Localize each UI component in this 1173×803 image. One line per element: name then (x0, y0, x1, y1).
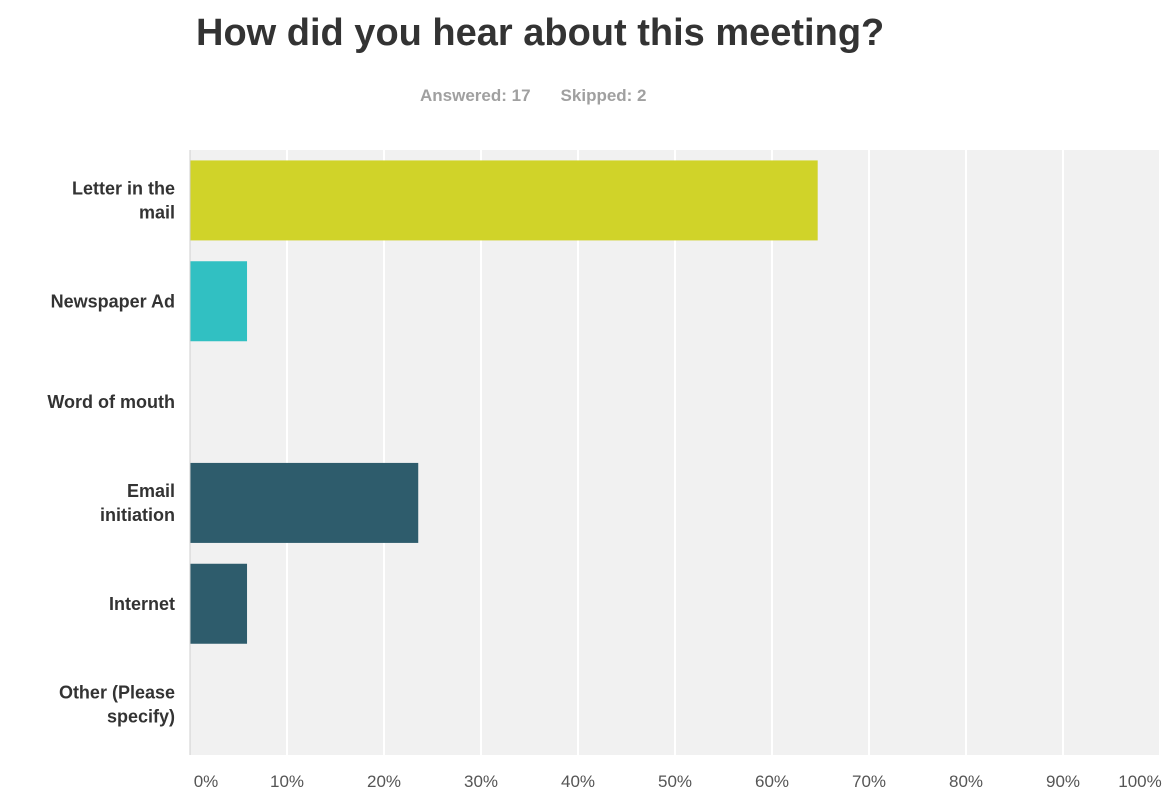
category-label: Internet (109, 594, 175, 614)
bar (190, 462, 419, 543)
category-label: Other (Please (59, 683, 175, 703)
gridlines (286, 150, 1161, 755)
bar (190, 160, 818, 241)
chart-title: How did you hear about this meeting? (196, 12, 885, 54)
category-labels: Letter in the mail Newspaper Ad Word of mou… (47, 178, 175, 726)
category-label: Email (127, 481, 175, 501)
x-tick-label: 100% (1118, 772, 1161, 791)
x-tick-label: 80% (949, 772, 983, 791)
bar (190, 563, 248, 644)
x-tick-label: 30% (464, 772, 498, 791)
answered-count: Answered: 17 (420, 86, 531, 105)
category-label: initiation (100, 505, 175, 525)
category-label: Word of mouth (47, 392, 175, 412)
x-tick-label: 60% (755, 772, 789, 791)
x-tick-label: 40% (561, 772, 595, 791)
x-tick-label: 90% (1046, 772, 1080, 791)
category-label: mail (139, 202, 175, 222)
category-label: Letter in the (72, 178, 175, 198)
bars (190, 160, 818, 644)
x-tick-label: 0% (194, 772, 219, 791)
x-tick-label: 20% (367, 772, 401, 791)
bar (190, 261, 248, 342)
x-tick-label: 10% (270, 772, 304, 791)
category-label: specify) (107, 707, 175, 727)
skipped-count: Skipped: 2 (560, 86, 647, 105)
x-tick-label: 70% (852, 772, 886, 791)
response-summary: Answered: 17 Skipped: 2 (420, 86, 647, 106)
x-tick-label: 50% (658, 772, 692, 791)
x-tick-labels: 0% 10% 20% 30% 40% 50% 60% 70% 80% 90% 100% (194, 772, 1162, 791)
category-label: Newspaper Ad (51, 291, 175, 311)
